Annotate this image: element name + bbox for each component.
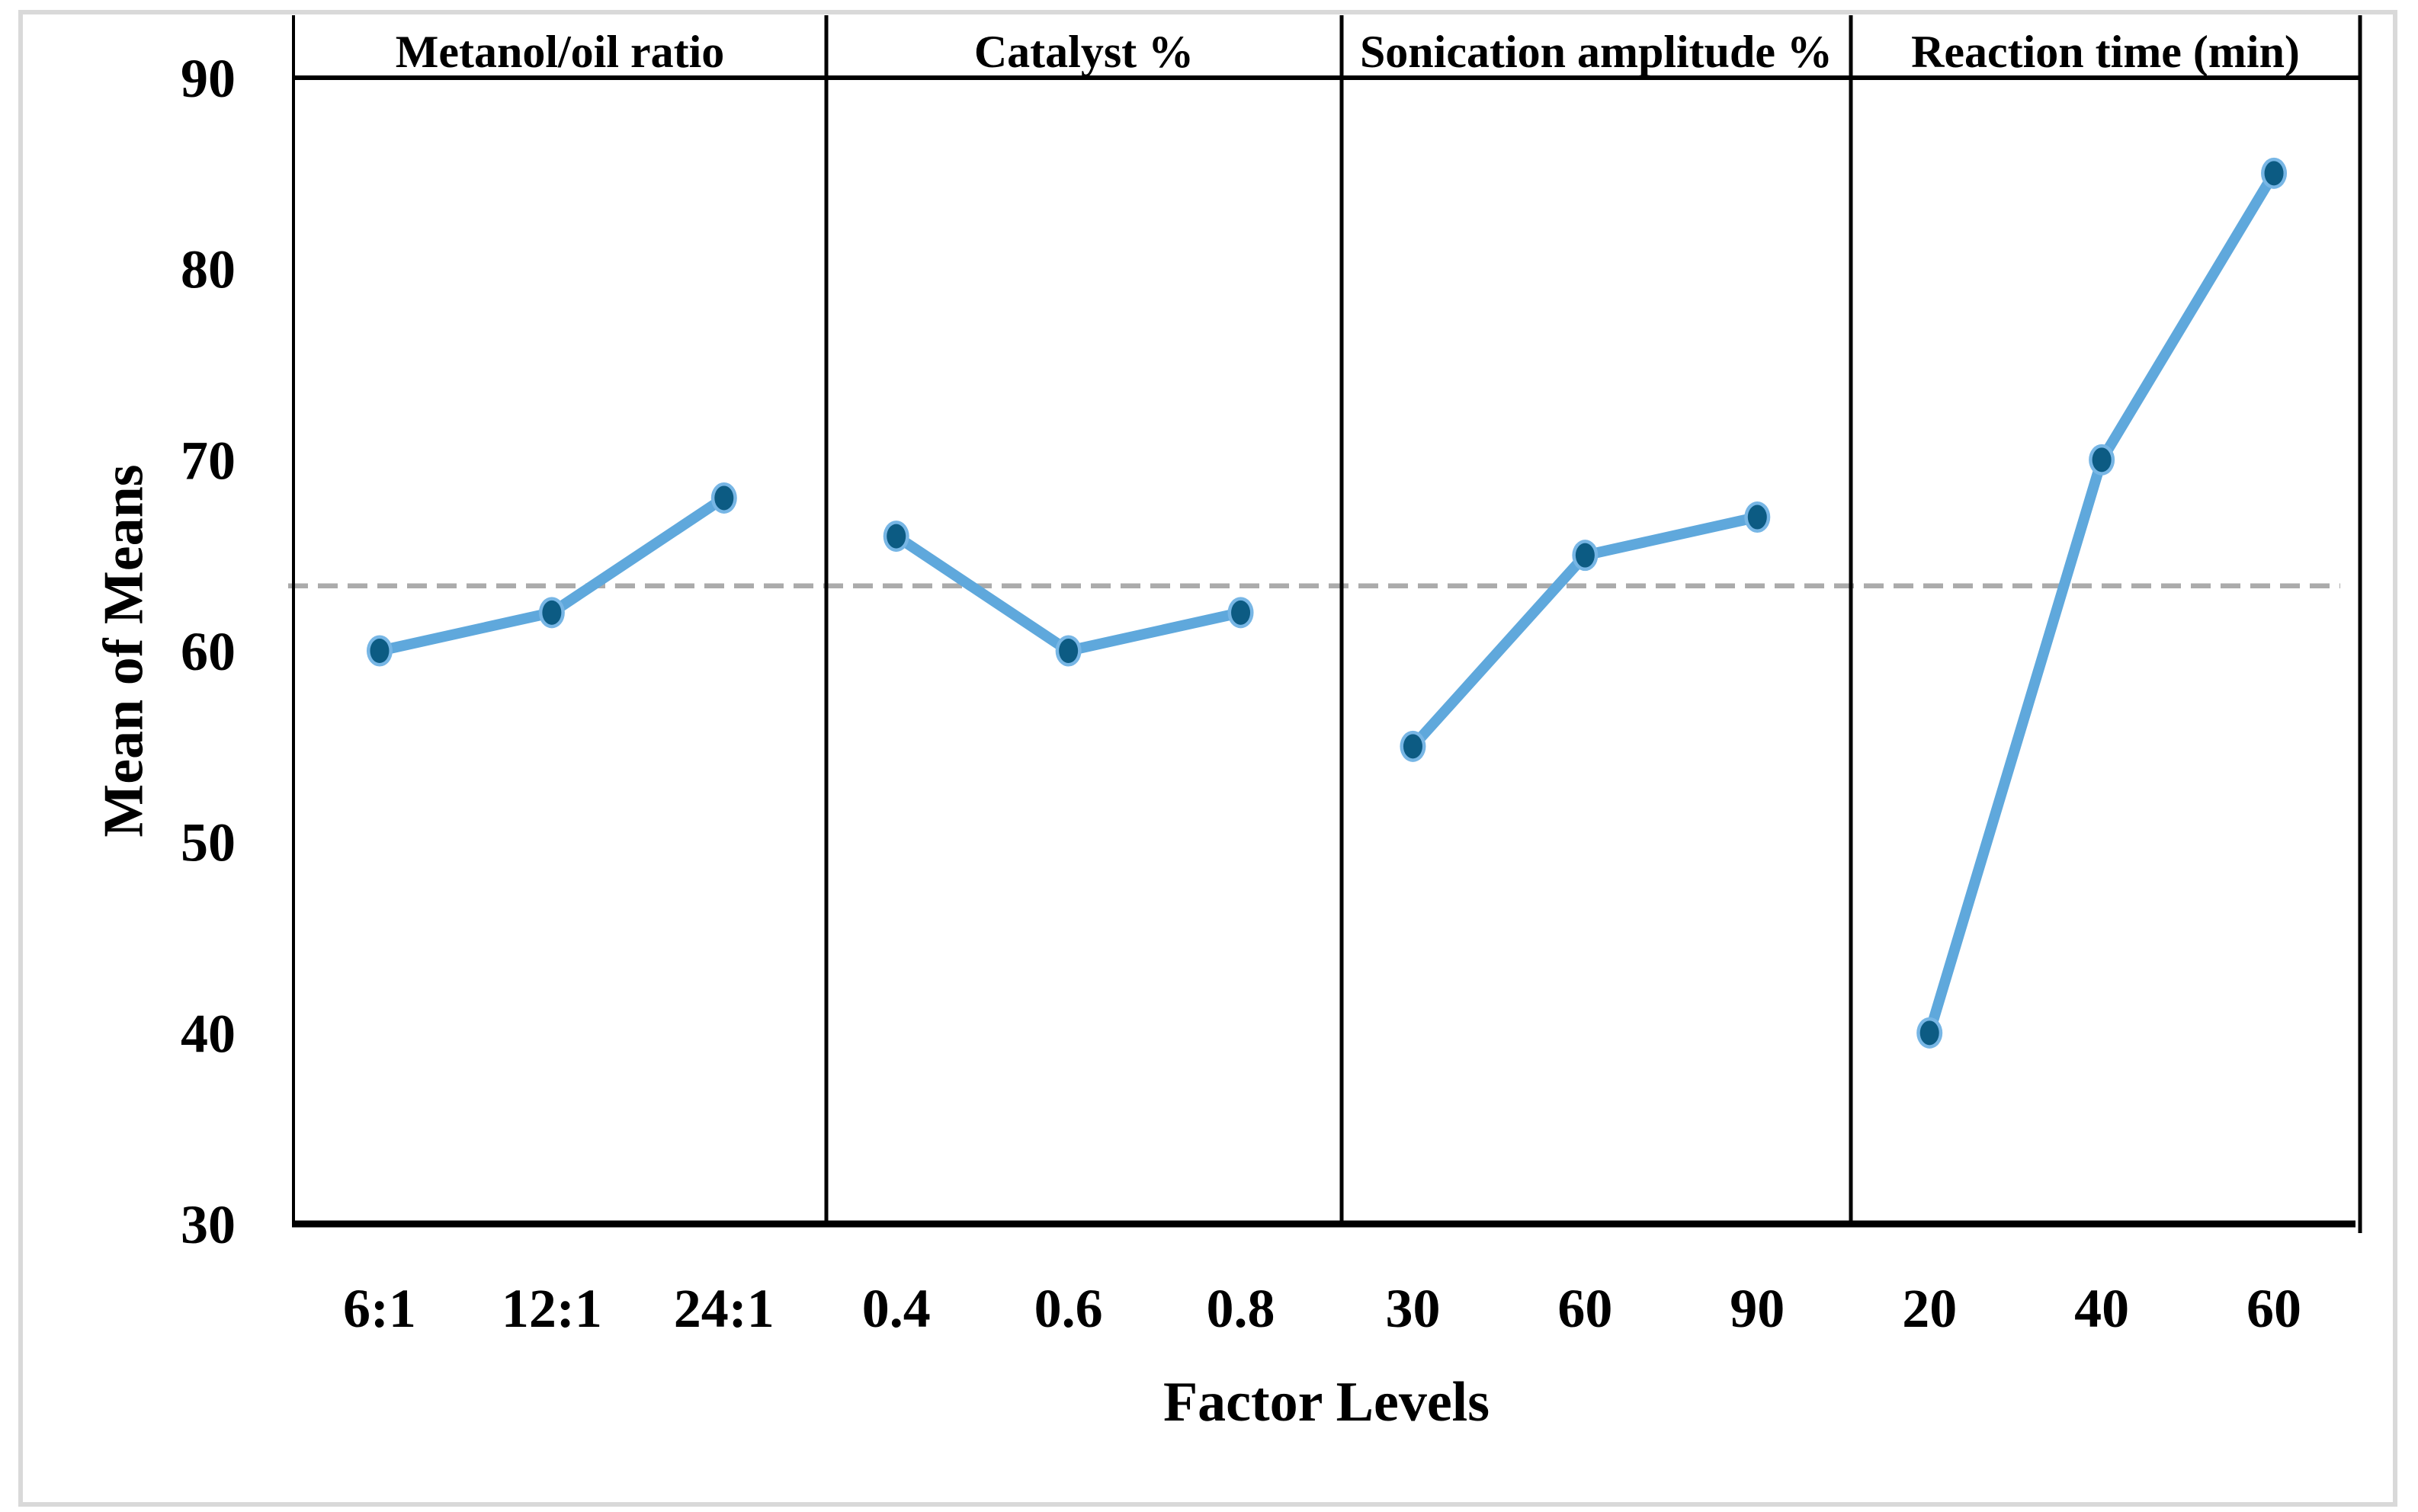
data-point [714, 485, 734, 511]
y-tick-label: 30 [181, 1194, 236, 1255]
y-tick-label: 40 [181, 1003, 236, 1064]
x-tick-label: 12:1 [502, 1278, 602, 1339]
x-tick-label: 60 [2246, 1278, 2301, 1339]
data-point [1747, 505, 1767, 530]
x-tick-label: 40 [2074, 1278, 2129, 1339]
panel-title-3: Sonication amplitude % [1360, 27, 1833, 77]
x-tick-label: 6:1 [343, 1278, 416, 1339]
series-line-panel-4 [1924, 168, 2280, 1039]
y-tick-label: 80 [181, 239, 236, 300]
data-point [370, 639, 390, 663]
data-point [2092, 447, 2112, 472]
series-line-panel-2 [890, 530, 1246, 656]
y-tick-label: 50 [181, 812, 236, 873]
data-point [887, 524, 906, 549]
data-point [1059, 639, 1079, 663]
y-axis-title: Mean of Means [93, 464, 156, 837]
x-tick-label: 24:1 [674, 1278, 774, 1339]
data-point [1919, 1020, 1939, 1046]
y-tick-label: 90 [181, 48, 236, 109]
x-axis-title: Factor Levels [1163, 1371, 1490, 1434]
x-tick-label: 60 [1557, 1278, 1612, 1339]
x-tick-label: 0.4 [862, 1278, 931, 1339]
data-point [542, 600, 562, 625]
x-tick-label: 0.8 [1207, 1278, 1275, 1339]
data-point [1231, 600, 1251, 625]
data-point [2264, 161, 2284, 186]
panel-title-4: Reaction time (min) [1911, 27, 2300, 77]
panel-title-2: Catalyst % [974, 27, 1194, 77]
x-tick-label: 90 [1730, 1278, 1785, 1339]
x-tick-label: 30 [1385, 1278, 1440, 1339]
data-point [1403, 734, 1422, 759]
x-tick-label: 20 [1902, 1278, 1957, 1339]
y-tick-label: 70 [181, 430, 236, 491]
data-point [1575, 543, 1595, 568]
panel-title-1: Metanol/oil ratio [396, 27, 725, 77]
y-tick-label: 60 [181, 621, 236, 682]
x-tick-label: 0.6 [1034, 1278, 1103, 1339]
figure-border [18, 10, 2397, 1507]
